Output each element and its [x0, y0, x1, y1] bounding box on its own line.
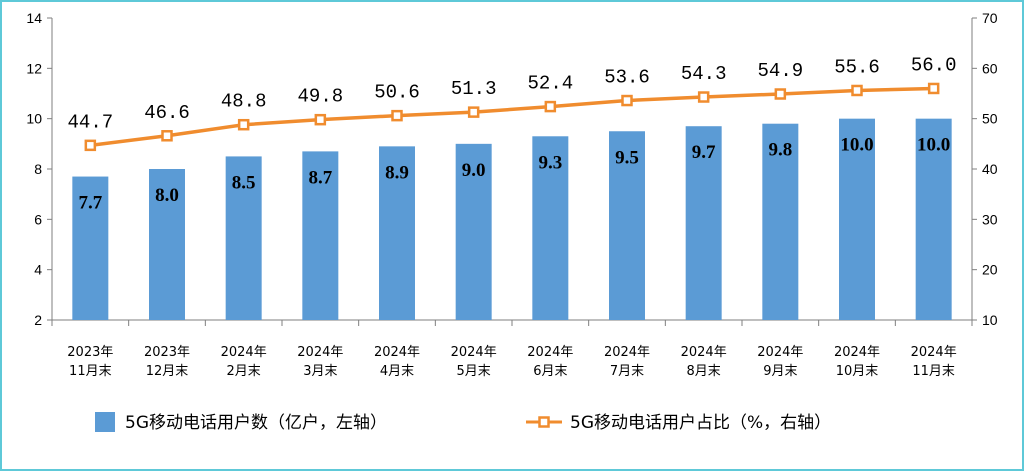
x-tick-label: 2024年 [681, 345, 727, 360]
line-point-marker [774, 88, 787, 100]
right-tick-label: 30 [982, 211, 998, 227]
right-tick-label: 10 [982, 312, 998, 328]
line-data-label: 44.7 [68, 111, 114, 133]
bar [149, 169, 185, 320]
line-data-label: 50.6 [374, 82, 420, 104]
x-tick-label: 10月末 [836, 364, 879, 379]
left-tick-label: 6 [34, 211, 42, 227]
line-point-marker [927, 82, 940, 95]
x-tick-label: 3月末 [303, 364, 337, 379]
line-point-marker [314, 113, 327, 126]
x-tick-label: 11月末 [69, 364, 112, 379]
left-tick-label: 12 [26, 60, 42, 76]
legend-line-marker [538, 416, 550, 428]
line-data-label: 48.8 [221, 91, 267, 113]
left-tick-label: 14 [26, 10, 42, 26]
line-point-marker [621, 94, 633, 107]
x-tick-label: 2023年 [67, 345, 113, 360]
line-data-label: 54.9 [758, 60, 804, 82]
x-tick-label: 2024年 [834, 345, 880, 360]
right-tick-label: 70 [982, 10, 998, 26]
bar [839, 118, 875, 321]
right-tick-label: 60 [982, 60, 998, 76]
x-tick-label: 2024年 [451, 345, 497, 360]
bar-data-label: 8.0 [155, 185, 179, 206]
line-point-marker [237, 118, 250, 131]
line-data-label: 56.0 [911, 54, 957, 76]
right-tick-label: 40 [982, 161, 998, 177]
bar-data-label: 8.7 [308, 167, 332, 188]
line-data-label: 51.3 [451, 78, 497, 100]
left-tick-label: 4 [34, 262, 42, 278]
bar-data-label: 9.5 [615, 147, 639, 168]
bar [532, 136, 569, 320]
x-tick-label: 12月末 [146, 364, 189, 379]
x-tick-label: 2024年 [911, 345, 957, 360]
x-tick-label: 2024年 [527, 345, 573, 360]
bar [72, 176, 109, 320]
bar-data-label: 9.3 [538, 152, 562, 173]
line-point-marker [161, 130, 173, 142]
line-point-marker [851, 84, 863, 97]
bar [455, 143, 492, 320]
line-data-label: 52.4 [528, 73, 574, 95]
line-data-label: 55.6 [834, 56, 880, 78]
bar [685, 126, 722, 320]
x-tick-label: 2024年 [297, 345, 343, 360]
x-tick-label: 9月末 [763, 364, 797, 379]
x-tick-label: 2024年 [757, 345, 803, 360]
share-line [90, 86, 934, 148]
line-point-marker [84, 139, 97, 152]
right-tick-label: 50 [982, 111, 998, 127]
line-point-marker [391, 109, 403, 122]
bar-data-label: 9.0 [462, 160, 486, 181]
x-tick-label: 2023年 [144, 345, 190, 360]
legend-bar-swatch [95, 412, 115, 432]
line-data-label: 46.6 [144, 102, 190, 124]
bar-data-label: 9.7 [692, 142, 716, 163]
bar-data-label: 8.9 [385, 162, 409, 183]
x-tick-label: 4月末 [380, 364, 414, 379]
x-tick-label: 7月末 [610, 364, 644, 379]
x-tick-label: 2024年 [604, 345, 650, 360]
left-tick-label: 8 [34, 161, 42, 177]
line-point-marker [544, 100, 557, 113]
bar [762, 123, 799, 320]
bar-data-label: 7.7 [78, 193, 102, 214]
bar-data-label: 10.0 [840, 135, 873, 156]
legend-line-label: 5G移动电话用户占比（%，右轴） [570, 413, 831, 433]
left-tick-label: 2 [34, 312, 42, 328]
x-tick-label: 2024年 [374, 345, 420, 360]
x-tick-label: 6月末 [533, 364, 567, 379]
line-data-label: 49.8 [298, 86, 344, 108]
bar-data-label: 10.0 [917, 135, 950, 156]
bar [915, 118, 952, 321]
left-tick-label: 10 [26, 111, 42, 127]
bar-data-label: 8.5 [232, 172, 256, 193]
x-tick-label: 2月末 [227, 364, 261, 379]
line-point-marker [697, 91, 710, 103]
x-tick-label: 5月末 [457, 364, 491, 379]
line-data-label: 54.3 [681, 63, 727, 85]
x-tick-label: 11月末 [912, 364, 955, 379]
bar [609, 131, 645, 320]
line-data-label: 53.6 [604, 67, 650, 89]
x-tick-label: 8月末 [687, 364, 721, 379]
x-tick-label: 2024年 [221, 345, 267, 360]
legend-bar-label: 5G移动电话用户数（亿户，左轴） [125, 413, 387, 433]
line-point-marker [467, 106, 480, 118]
bar [379, 146, 415, 320]
bar-data-label: 9.8 [768, 140, 792, 161]
right-tick-label: 20 [982, 262, 998, 278]
bar [225, 156, 262, 320]
bar [302, 151, 339, 320]
